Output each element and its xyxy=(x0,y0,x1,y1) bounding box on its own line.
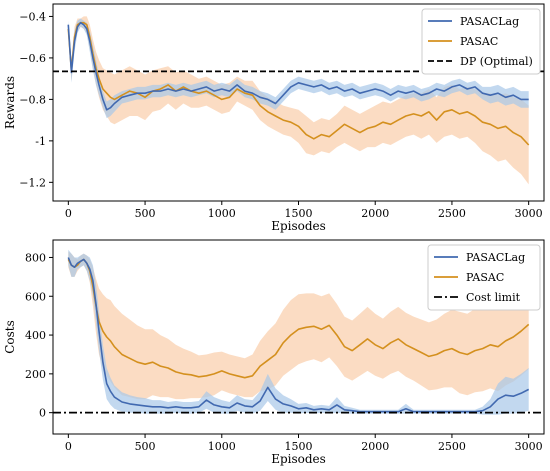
legend-label-dp-optimal: DP (Optimal) xyxy=(460,55,533,68)
pasaclag-line xyxy=(67,21,529,111)
x-tick-label: 1500 xyxy=(285,207,313,220)
costs-panel: 0 500 1000 1500 2000 2500 3000 0 200 400 600 800 E… xyxy=(3,239,545,466)
pasac-line xyxy=(67,258,530,379)
x-tick-label: 500 xyxy=(135,207,156,220)
x-tick-label: 2500 xyxy=(438,440,466,453)
x-tick-label: 2000 xyxy=(361,207,389,220)
y-tick-label: −0.6 xyxy=(19,52,46,65)
costs-series-lines xyxy=(67,257,530,413)
y-tick-label: 800 xyxy=(25,251,46,264)
y-tick-label: −0.4 xyxy=(19,10,46,23)
costs-x-ticks: 0 500 1000 1500 2000 2500 3000 xyxy=(65,434,543,453)
legend-label-pasac: PASAC xyxy=(460,35,498,48)
y-tick-label: −1.2 xyxy=(19,176,46,189)
rewards-x-ticks: 0 500 1000 1500 2000 2500 3000 xyxy=(65,201,543,220)
costs-confidence-bands xyxy=(68,249,529,415)
rewards-confidence-bands xyxy=(68,16,529,185)
rewards-legend: PASACLag PASAC DP (Optimal) xyxy=(421,8,541,75)
x-tick-label: 3000 xyxy=(515,440,543,453)
rewards-x-axis-label: Episodes xyxy=(271,219,326,233)
legend-label-cost-limit: Cost limit xyxy=(466,291,521,304)
x-tick-label: 1000 xyxy=(208,207,236,220)
x-tick-label: 2500 xyxy=(438,207,466,220)
costs-legend-box xyxy=(427,244,541,311)
x-tick-label: 500 xyxy=(135,440,156,453)
legend-label-pasaclag: PASACLag xyxy=(466,251,525,264)
rewards-panel: 0 500 1000 1500 2000 2500 3000 −1.2-1−0.8−0.6−… xyxy=(3,3,545,233)
y-tick-label: 200 xyxy=(25,368,46,381)
y-tick-label: 600 xyxy=(25,290,46,303)
pasac-line xyxy=(67,21,530,146)
legend-label-pasac: PASAC xyxy=(466,271,504,284)
y-tick-label: 0 xyxy=(39,407,46,420)
pasaclag-band xyxy=(68,18,529,119)
y-tick-label: −0.8 xyxy=(19,93,46,106)
pasaclag-band xyxy=(68,249,529,415)
x-tick-label: 3000 xyxy=(515,207,543,220)
pasaclag-line xyxy=(67,257,530,413)
pasac-band xyxy=(68,16,529,185)
rewards-legend-box xyxy=(421,8,541,75)
x-tick-label: 1500 xyxy=(285,440,313,453)
rewards-y-axis-label: Rewards xyxy=(3,76,17,129)
x-tick-label: 1000 xyxy=(208,440,236,453)
x-tick-label: 0 xyxy=(65,207,72,220)
pasac-band xyxy=(68,251,529,400)
costs-x-axis-label: Episodes xyxy=(271,452,326,466)
costs-y-axis-label: Costs xyxy=(3,320,17,354)
y-tick-label: -1 xyxy=(35,135,46,148)
rewards-y-ticks: −1.2 -1 −0.8 −0.6 −0.4 xyxy=(19,10,53,189)
y-tick-label: 400 xyxy=(25,329,46,342)
costs-y-ticks: 0 200 400 600 800 xyxy=(25,251,53,420)
costs-legend: PASACLag PASAC Cost limit xyxy=(427,244,541,311)
x-tick-label: 2000 xyxy=(361,440,389,453)
legend-label-pasaclag: PASACLag xyxy=(460,15,519,28)
rewards-series-lines xyxy=(67,21,530,146)
x-tick-label: 0 xyxy=(65,440,72,453)
